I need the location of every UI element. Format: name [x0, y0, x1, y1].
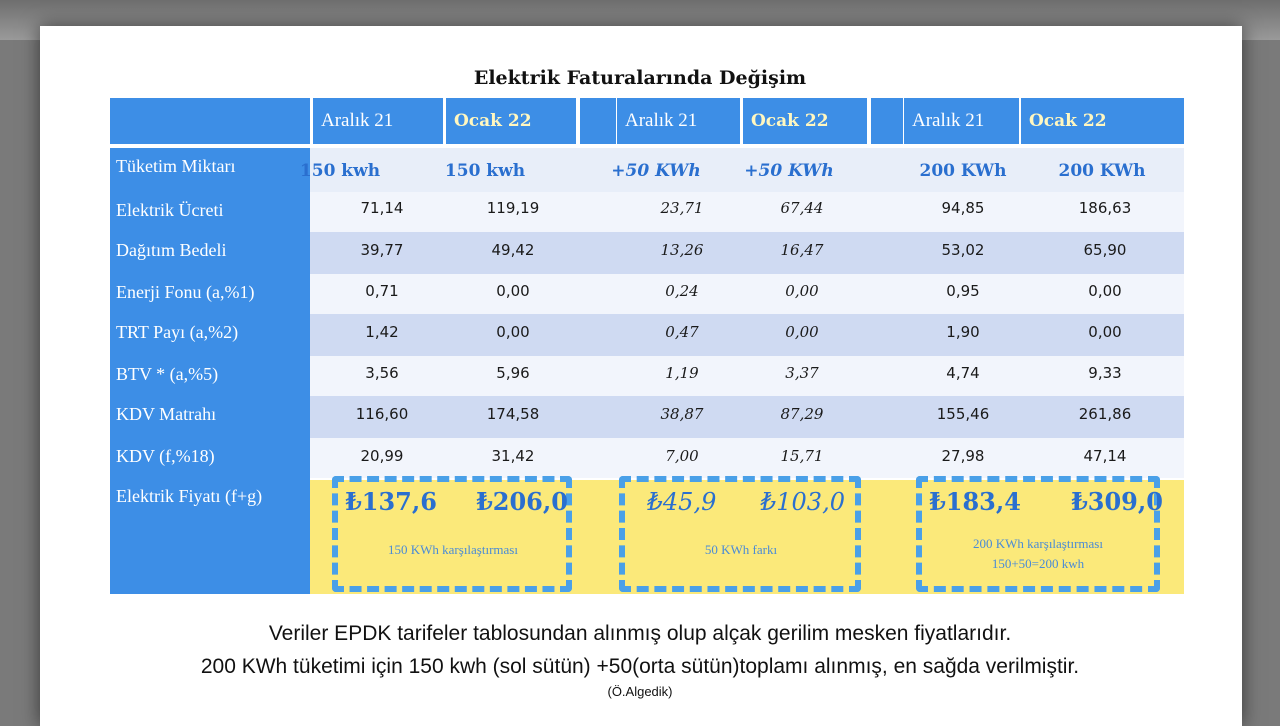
footer-line-1: Veriler EPDK tarifeler tablosundan alınm… [268, 622, 1012, 645]
value-cell: 87,29 [780, 405, 824, 423]
quantity-cell: +50 KWh [744, 161, 834, 181]
value-cell: 0,00 [785, 282, 819, 300]
header-ocak-22-a: Ocak 22 [446, 98, 576, 144]
value-cell: 261,86 [1078, 405, 1132, 423]
row-label-electricity-fee: Elektrik Ücreti [110, 192, 310, 232]
row-band [310, 356, 1184, 396]
value-cell: 0,00 [1088, 323, 1122, 341]
header-aralik-21-c: Aralık 21 [904, 98, 1019, 144]
value-cell: 0,00 [496, 323, 530, 341]
row-band [310, 274, 1184, 314]
header-ocak-22-c: Ocak 22 [1021, 98, 1184, 144]
value-cell: 49,42 [491, 241, 535, 259]
price-cell: ₺137,6 [345, 487, 437, 516]
value-cell: 174,58 [486, 405, 540, 423]
row-label-trt-share: TRT Payı (a,%2) [110, 314, 310, 356]
value-cell: 13,26 [660, 241, 704, 259]
value-cell: 155,46 [936, 405, 990, 423]
value-cell: 38,87 [660, 405, 704, 423]
header-corner [110, 98, 310, 144]
header-gap [576, 98, 580, 144]
value-cell: 0,24 [665, 282, 699, 300]
value-cell: 119,19 [486, 199, 540, 217]
value-cell: 31,42 [491, 447, 535, 465]
quantity-cell: 200 KWh [1058, 161, 1146, 181]
row-label-energy-fund: Enerji Fonu (a,%1) [110, 274, 310, 314]
price-cell: ₺309,0 [1071, 487, 1163, 516]
footer-author: (Ö.Algedik) [607, 684, 673, 699]
value-cell: 0,00 [785, 323, 819, 341]
comparison-box-150 [332, 476, 572, 592]
row-label-kdv: KDV (f,%18) [110, 438, 310, 478]
table-title: Elektrik Faturalarında Değişim [473, 67, 807, 89]
value-cell: 7,00 [665, 447, 699, 465]
value-cell: 16,47 [780, 241, 824, 259]
price-cell: ₺103,0 [761, 488, 845, 516]
value-cell: 0,00 [496, 282, 530, 300]
quantity-cell: 200 KWh [919, 161, 1007, 181]
value-cell: 94,85 [941, 199, 985, 217]
row-label-btv: BTV * (a,%5) [110, 356, 310, 396]
value-cell: 1,19 [665, 364, 699, 382]
row-label-electricity-price: Elektrik Fiyatı (f+g) [110, 478, 310, 594]
tariff-table: Aralık 21 Ocak 22 Aralık 21 Ocak 22 Aral… [110, 98, 1184, 594]
value-cell: 1,90 [946, 323, 980, 341]
row-band [310, 438, 1184, 478]
quantity-cell: +50 KWh [611, 161, 701, 181]
difference-box-50 [619, 476, 861, 592]
header-spacer [871, 98, 903, 144]
row-band [310, 192, 1184, 232]
value-cell: 3,56 [365, 364, 399, 382]
price-cell: ₺183,4 [929, 487, 1021, 516]
row-band [310, 396, 1184, 438]
header-aralik-21-a: Aralık 21 [313, 98, 443, 144]
row-label-consumption: Tüketim Miktarı [110, 148, 310, 192]
value-cell: 71,14 [360, 199, 404, 217]
value-cell: 5,96 [496, 364, 530, 382]
comparison-box-200 [916, 476, 1160, 592]
value-cell: 47,14 [1083, 447, 1127, 465]
value-cell: 1,42 [365, 323, 399, 341]
row-label-distribution-fee: Dağıtım Bedeli [110, 232, 310, 274]
value-cell: 186,63 [1078, 199, 1132, 217]
value-cell: 0,00 [1088, 282, 1122, 300]
value-cell: 27,98 [941, 447, 985, 465]
price-cell: ₺206,0 [476, 487, 568, 516]
value-cell: 0,71 [365, 282, 399, 300]
row-label-kdv-base: KDV Matrahı [110, 396, 310, 438]
value-cell: 65,90 [1083, 241, 1127, 259]
price-cell: ₺45,9 [647, 488, 717, 516]
value-cell: 4,74 [946, 364, 980, 382]
header-aralik-21-b: Aralık 21 [617, 98, 740, 144]
value-cell: 116,60 [355, 405, 409, 423]
quantity-cell: 150 kwh [444, 161, 526, 181]
value-cell: 9,33 [1088, 364, 1122, 382]
header-spacer [580, 98, 616, 144]
value-cell: 67,44 [780, 199, 824, 217]
row-band [310, 314, 1184, 356]
value-cell: 39,77 [360, 241, 404, 259]
row-band [310, 148, 1184, 192]
value-cell: 23,71 [660, 199, 704, 217]
value-cell: 0,95 [946, 282, 980, 300]
price-area [310, 480, 1184, 594]
value-cell: 20,99 [360, 447, 404, 465]
note-50-difference: 50 KWh farkı [704, 542, 778, 557]
row-band [310, 232, 1184, 274]
note-200-comparison: 200 KWh karşılaştırması [973, 536, 1103, 551]
value-cell: 53,02 [941, 241, 985, 259]
value-cell: 3,37 [785, 364, 819, 382]
note-200-sum: 150+50=200 kwh [991, 556, 1085, 571]
note-150-comparison: 150 KWh karşılaştırması [388, 542, 518, 557]
footer-line-2: 200 KWh tüketimi için 150 kwh (sol sütün… [200, 655, 1080, 678]
value-cell: 15,71 [780, 447, 824, 465]
header-ocak-22-b: Ocak 22 [743, 98, 867, 144]
header-gap [867, 98, 871, 144]
value-cell: 0,47 [665, 323, 699, 341]
quantity-cell: 150 kwh [299, 161, 381, 181]
